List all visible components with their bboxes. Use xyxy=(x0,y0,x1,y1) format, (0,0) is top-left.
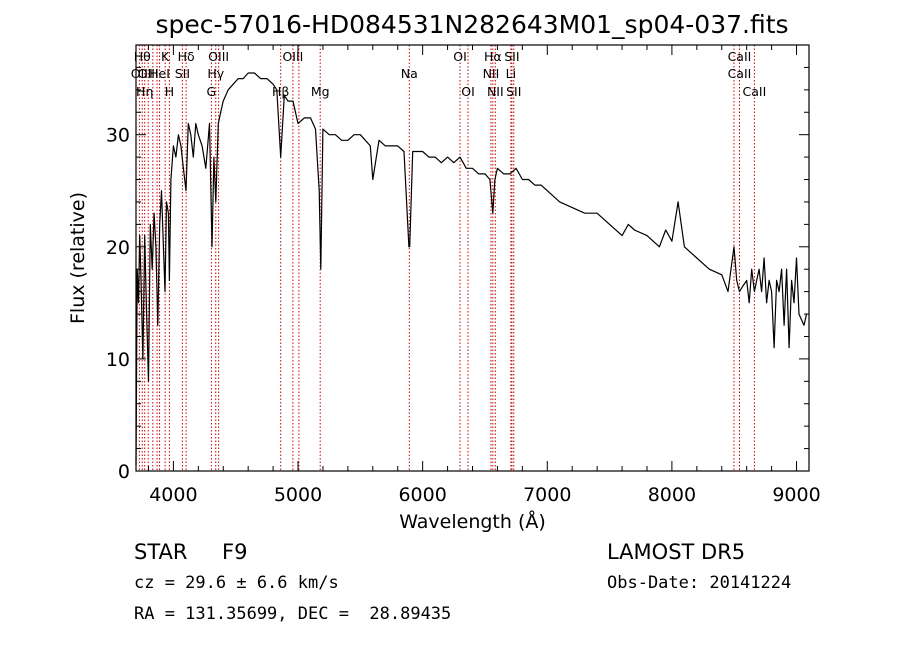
x-tick-label-5: 9000 xyxy=(772,484,820,506)
line-marker-label-19: OI xyxy=(453,49,467,64)
line-marker-label-15: OIII xyxy=(282,49,303,64)
y-tick-label-0: 0 xyxy=(118,461,130,483)
line-marker-label-21: NII xyxy=(483,66,500,81)
x-axis-label: Wavelength (Å) xyxy=(399,510,546,533)
y-axis-label: Flux (relative) xyxy=(67,192,89,324)
line-marker-label-7: K xyxy=(161,49,170,64)
line-marker-label-14: Hβ xyxy=(272,84,289,99)
spectrum-series-line xyxy=(135,72,808,466)
line-marker-label-30: CaII xyxy=(743,84,767,99)
line-marker-label-0: OII xyxy=(131,66,148,81)
emission-line-markers xyxy=(138,45,755,471)
observation-date: Obs-Date: 20141224 xyxy=(607,573,792,593)
line-marker-label-22: Hα xyxy=(484,49,502,64)
plot-frame xyxy=(135,44,810,472)
x-tick-label-4: 8000 xyxy=(648,484,696,506)
line-marker-label-26: SII xyxy=(506,84,521,99)
axis-ticks: 4000 5000 6000 7000 8000 9000 0 10 20 30 xyxy=(106,44,821,506)
line-marker-label-6: HeI xyxy=(149,66,170,81)
line-marker-label-23: NII xyxy=(487,84,504,99)
line-marker-label-10: Hδ xyxy=(178,49,195,64)
y-tick-label-3: 30 xyxy=(106,125,130,147)
emission-line-labels: OIIHθHηOIIIHeIKHSIIHδGHγOIIIHβOIIIMgNaOI… xyxy=(131,49,767,99)
survey-name: LAMOST DR5 xyxy=(607,540,746,564)
coordinates: RA = 131.35699, DEC = 28.89435 xyxy=(134,604,452,624)
chart-title: spec-57016-HD084531N282643M01_sp04-037.f… xyxy=(155,10,788,39)
line-marker-label-8: H xyxy=(165,84,174,99)
x-tick-label-2: 6000 xyxy=(398,484,446,506)
line-marker-label-9: SII xyxy=(175,66,190,81)
line-marker-label-12: Hγ xyxy=(207,66,224,81)
line-marker-label-18: Na xyxy=(401,66,418,81)
line-marker-label-17: Mg xyxy=(311,84,330,99)
line-marker-label-11: G xyxy=(207,84,217,99)
line-marker-label-24: Li xyxy=(506,66,516,81)
y-tick-label-1: 10 xyxy=(106,349,130,371)
y-tick-label-2: 20 xyxy=(106,237,130,259)
line-marker-label-28: CaII xyxy=(728,49,752,64)
line-marker-label-2: Hη xyxy=(136,84,153,99)
x-tick-label-0: 4000 xyxy=(149,484,197,506)
redshift-value: cz = 29.6 ± 6.6 km/s xyxy=(134,573,339,593)
x-tick-label-1: 5000 xyxy=(274,484,322,506)
line-marker-label-1: Hθ xyxy=(134,49,151,64)
object-subclass: F9 xyxy=(222,540,248,564)
line-marker-label-25: SII xyxy=(504,49,519,64)
line-marker-label-29: CaII xyxy=(728,66,752,81)
line-marker-label-13: OIII xyxy=(208,49,229,64)
object-class: STAR xyxy=(134,540,188,564)
line-marker-label-3: OIII xyxy=(138,66,159,81)
x-tick-label-3: 7000 xyxy=(523,484,571,506)
line-marker-label-20: OI xyxy=(461,84,475,99)
